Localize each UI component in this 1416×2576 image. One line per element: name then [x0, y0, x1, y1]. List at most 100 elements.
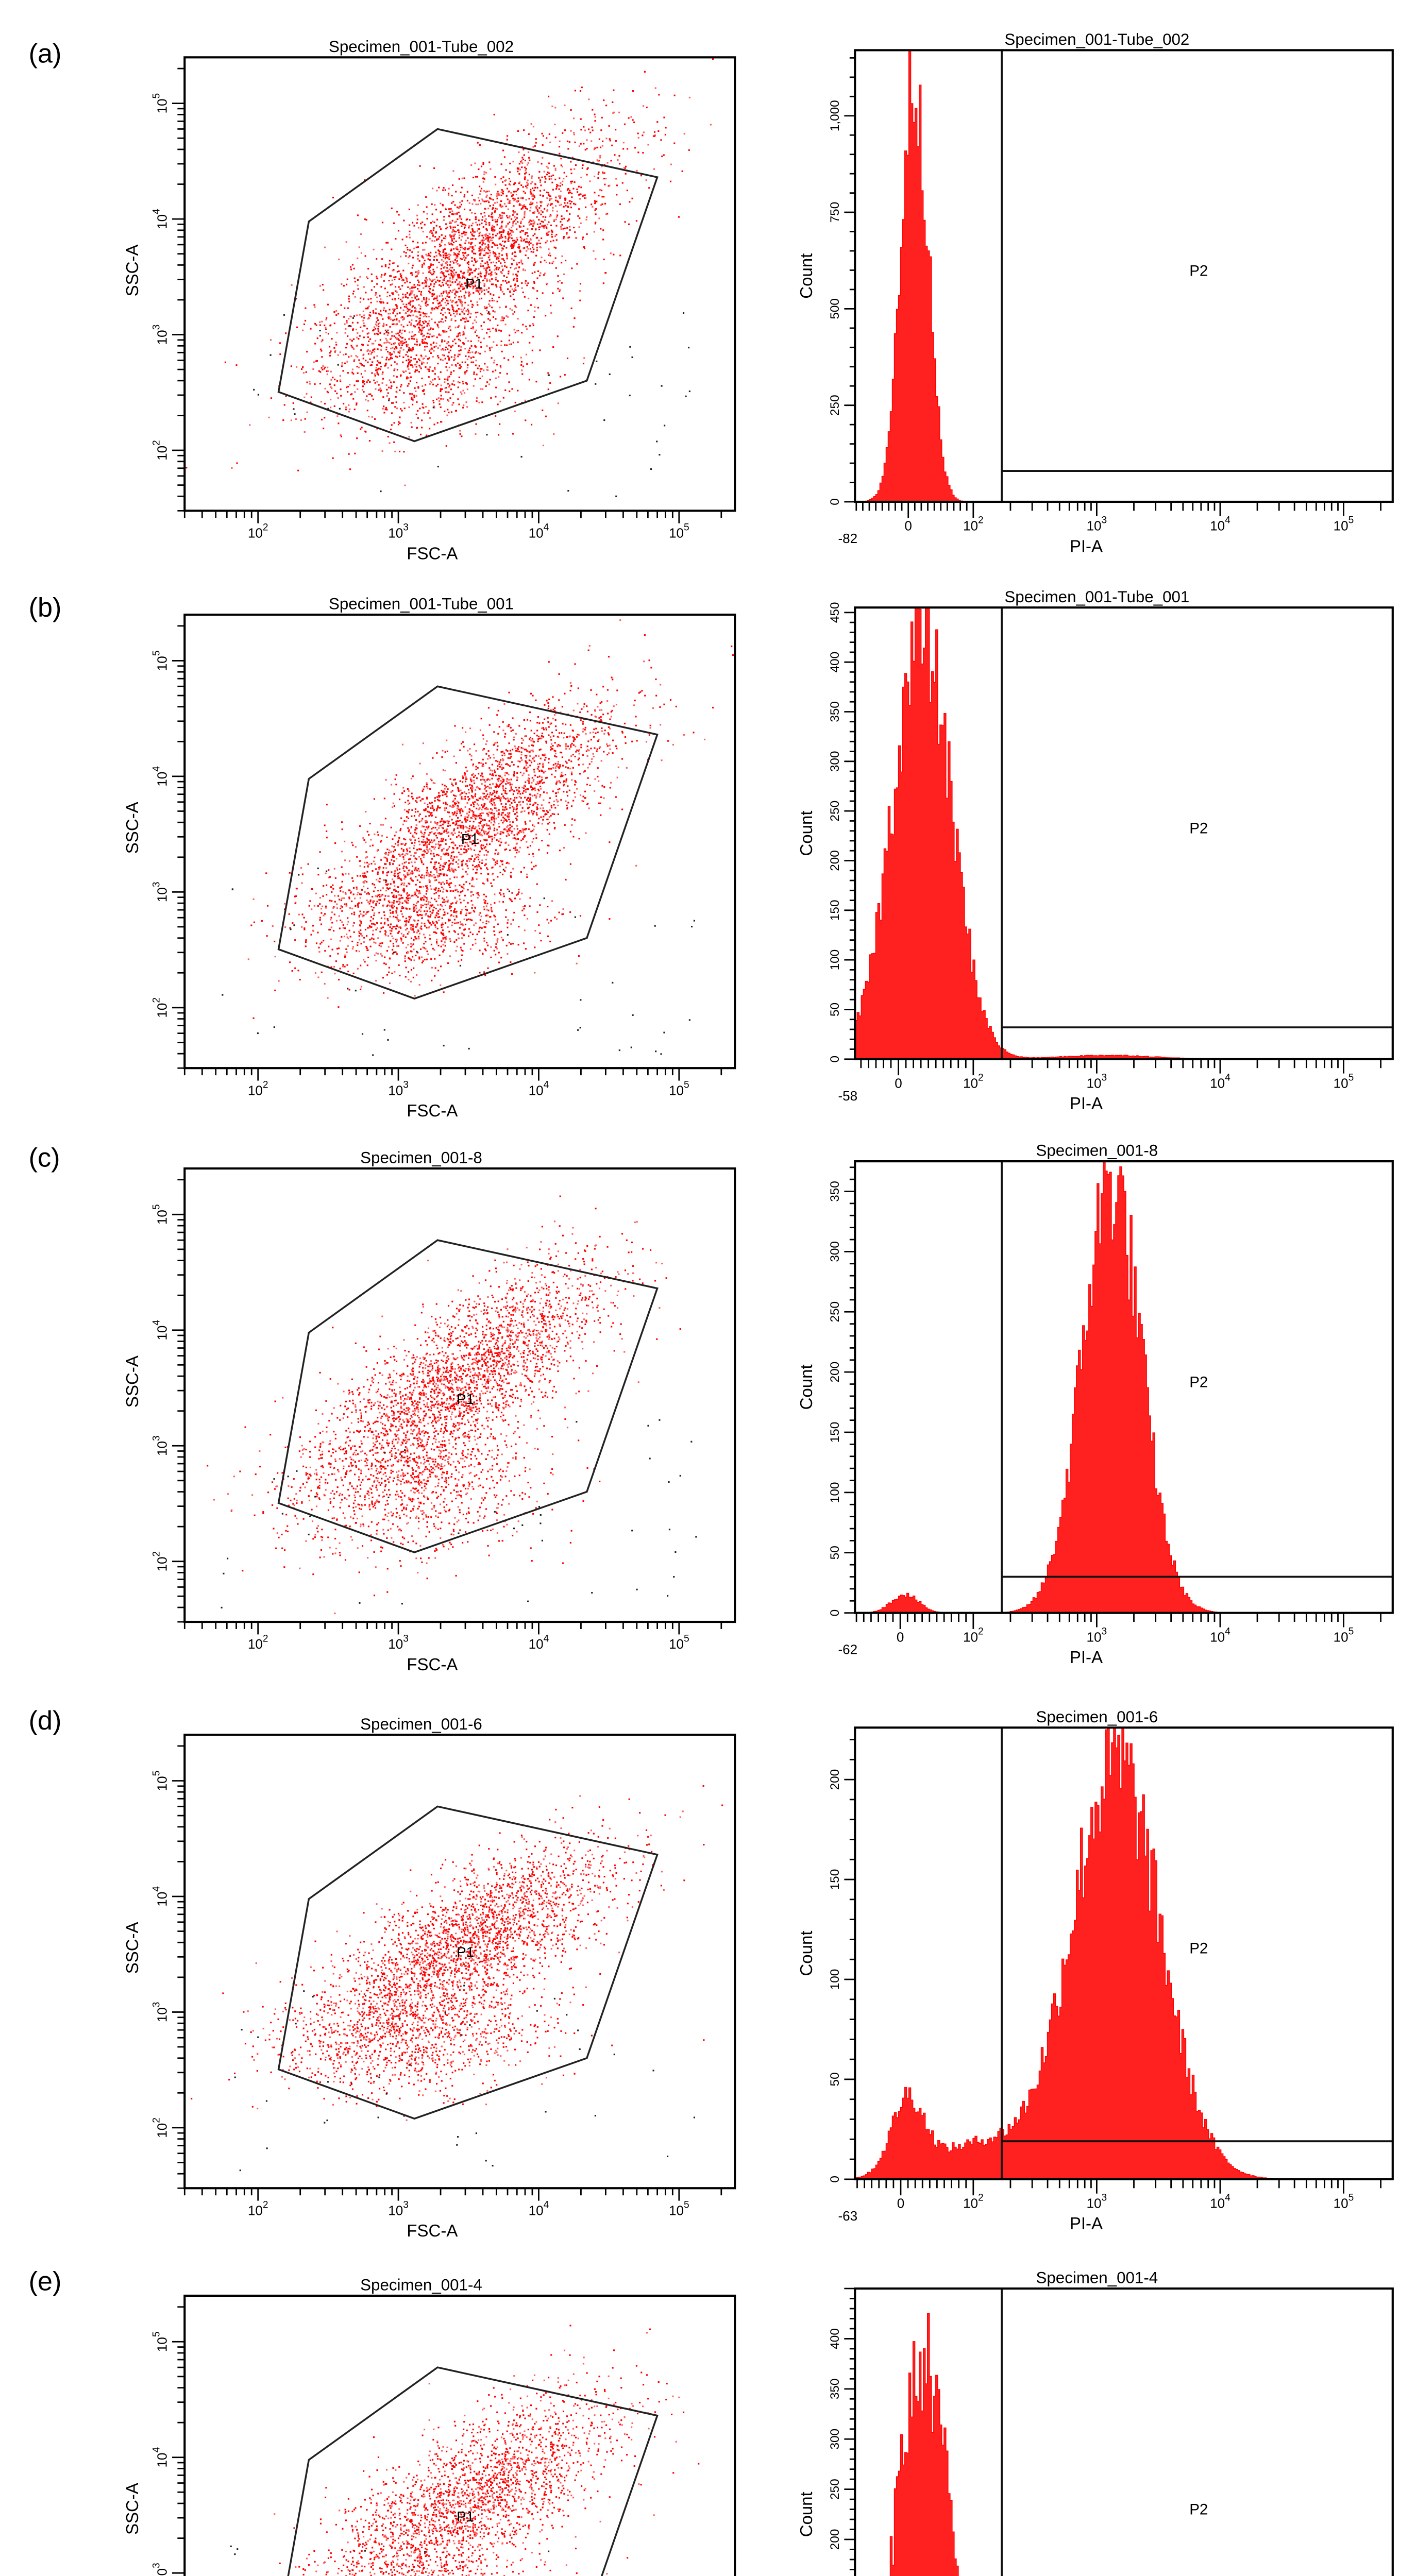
scatter-point — [459, 332, 461, 334]
scatter-point — [500, 803, 502, 805]
scatter-point — [521, 197, 524, 199]
scatter-point — [442, 251, 444, 253]
scatter-point — [470, 357, 472, 359]
scatter-point — [396, 305, 398, 307]
scatter-point — [377, 330, 380, 332]
scatter-point — [444, 189, 446, 191]
scatter-point — [512, 240, 514, 242]
scatter-point — [352, 293, 355, 295]
scatter-point — [544, 759, 546, 761]
scatter-point — [359, 825, 361, 827]
scatter-point — [461, 863, 463, 865]
scatter-point — [426, 325, 428, 327]
scatter-point — [486, 867, 488, 869]
scatter-point — [399, 342, 401, 344]
scatter-point — [569, 768, 571, 770]
scatter-point — [330, 370, 332, 372]
scatter-point — [436, 218, 439, 221]
scatter-point — [445, 391, 447, 393]
scatter-point — [421, 427, 423, 429]
scatter-point — [274, 940, 276, 942]
scatter-point — [382, 378, 384, 380]
scatter-point — [519, 203, 521, 205]
scatter-point — [362, 916, 364, 918]
scatter-point — [465, 285, 467, 287]
scatter-point — [452, 200, 454, 203]
scatter-point — [493, 769, 496, 771]
scatter-point — [539, 246, 541, 248]
scatter-point — [520, 259, 522, 261]
scatter-point — [479, 919, 481, 921]
scatter-point — [410, 348, 412, 350]
scatter-point — [442, 348, 444, 350]
scatter-point — [404, 484, 406, 486]
scatter-point — [484, 363, 486, 365]
scatter-point — [508, 281, 510, 283]
scatter-point — [411, 426, 413, 428]
scatter-point — [524, 399, 526, 401]
scatter-point — [594, 192, 596, 194]
scatter-point — [417, 258, 419, 260]
scatter-point — [478, 287, 480, 290]
scatter-point — [464, 371, 466, 374]
scatter-point — [377, 319, 379, 321]
scatter-point — [511, 832, 513, 834]
scatter-point — [407, 249, 409, 251]
scatter-point — [544, 181, 546, 183]
scatter-point — [589, 131, 592, 133]
scatter-point — [380, 349, 382, 351]
scatter-point — [583, 143, 585, 145]
scatter-point — [554, 169, 557, 171]
scatter-point — [571, 267, 573, 269]
scatter-point — [310, 328, 312, 330]
scatter-point — [442, 823, 444, 825]
scatter-point — [363, 286, 365, 288]
scatter-point — [375, 292, 377, 294]
scatter-point — [473, 821, 475, 823]
scatter-point — [522, 158, 525, 160]
scatter-point — [511, 752, 513, 755]
scatter-point — [374, 863, 376, 865]
scatter-point — [437, 397, 440, 399]
scatter-point — [497, 257, 499, 259]
scatter-point — [463, 224, 465, 226]
scatter-point — [513, 205, 515, 207]
scatter-point — [538, 749, 541, 751]
scatter-point — [499, 775, 501, 777]
scatter-point — [552, 240, 554, 242]
scatter-point — [496, 233, 499, 235]
scatter-point — [482, 265, 484, 267]
scatter-point — [478, 286, 480, 288]
scatter-point — [392, 293, 394, 295]
scatter-point — [525, 232, 527, 234]
scatter-point — [428, 368, 430, 370]
scatter-point — [348, 453, 350, 455]
scatter-point — [433, 221, 435, 224]
scatter-point — [466, 262, 468, 264]
scatter-point — [529, 219, 531, 222]
scatter-point — [572, 709, 575, 711]
scatter-point — [579, 283, 582, 285]
scatter-point — [594, 113, 596, 115]
scatter-point — [528, 242, 530, 244]
scatter-point — [500, 287, 502, 289]
scatter-point — [433, 167, 435, 170]
scatter-point — [482, 812, 484, 814]
scatter-point — [515, 223, 517, 225]
scatter-point — [543, 772, 545, 774]
scatter-point — [508, 814, 510, 816]
scatter-point — [446, 264, 448, 266]
scatter-point — [484, 865, 486, 867]
scatter-point — [491, 297, 493, 299]
scatter-point — [476, 288, 478, 290]
scatter-point — [415, 413, 417, 415]
scatter-point — [378, 384, 380, 386]
scatter-point — [357, 356, 359, 358]
scatter-point — [524, 214, 526, 216]
scatter-point — [426, 796, 428, 799]
scatter-point — [459, 824, 461, 826]
scatter-point — [517, 168, 519, 170]
scatter-point — [485, 274, 487, 276]
scatter-point — [425, 816, 427, 818]
scatter-point — [447, 257, 449, 259]
